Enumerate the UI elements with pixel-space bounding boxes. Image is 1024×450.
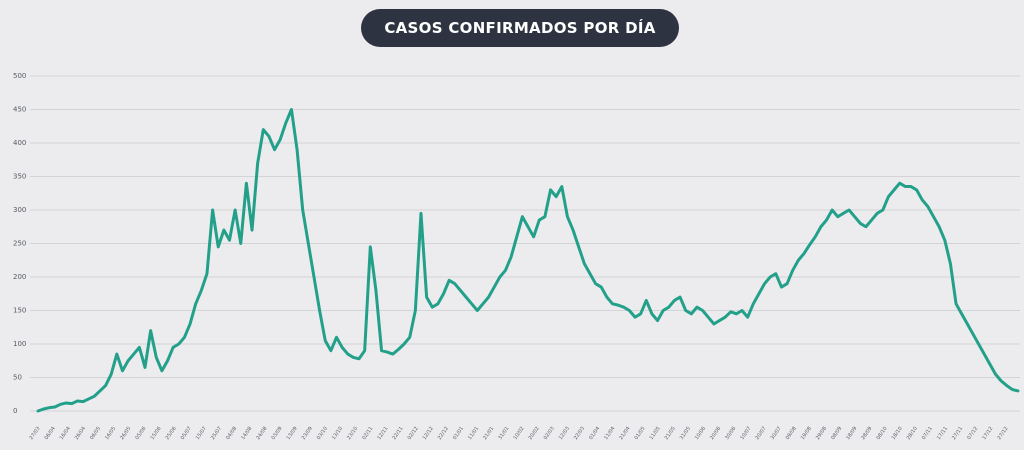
x-tick-label: 16/05 — [104, 426, 117, 441]
x-tick-label: 17/12 — [981, 426, 994, 441]
x-tick-label: 01/05 — [633, 426, 646, 441]
x-tick-label: 02/11 — [361, 426, 374, 441]
x-tick-label: 19/08 — [800, 426, 813, 441]
y-tick-label: 100 — [13, 340, 26, 348]
y-tick-label: 350 — [13, 173, 26, 181]
x-tick-label: 25/06 — [165, 426, 178, 441]
x-tick-label: 21/01 — [482, 426, 495, 441]
x-tick-label: 06/04 — [44, 426, 57, 441]
x-tick-label: 12/12 — [422, 426, 435, 441]
y-tick-label: 250 — [13, 240, 26, 248]
x-tick-label: 01/01 — [452, 426, 465, 441]
x-tick-label: 02/03 — [543, 426, 556, 441]
x-tick-label: 21/05 — [664, 426, 677, 441]
x-tick-label: 06/05 — [89, 426, 102, 441]
x-tick-label: 12/03 — [558, 426, 571, 441]
x-tick-label: 14/08 — [240, 426, 253, 441]
y-tick-label: 450 — [13, 106, 26, 114]
x-tick-label: 26/05 — [119, 426, 132, 441]
x-tick-label: 08/10 — [875, 426, 888, 441]
y-axis-ticks: 0 50 100 150 200 250 300 350 400 450 500 — [13, 72, 26, 415]
x-tick-label: 27/12 — [996, 426, 1009, 441]
x-tick-label: 07/12 — [966, 426, 979, 441]
x-tick-label: 03/10 — [316, 426, 329, 441]
grid-lines — [30, 75, 1020, 412]
x-tick-label: 31/05 — [679, 426, 692, 441]
x-tick-label: 24/08 — [255, 426, 268, 441]
x-tick-label: 05/06 — [134, 426, 147, 441]
x-tick-label: 15/07 — [195, 426, 208, 441]
x-axis-ticks: 27/03 06/04 16/04 26/04 06/05 16/05 26/05 05/06… — [28, 426, 1009, 441]
y-tick-label: 300 — [13, 206, 26, 214]
series-line-group — [36, 108, 1020, 413]
x-tick-label: 07/11 — [921, 426, 934, 441]
x-tick-label: 21/04 — [618, 426, 631, 441]
x-tick-label: 26/04 — [74, 426, 87, 441]
x-tick-label: 13/10 — [331, 426, 344, 441]
x-tick-label: 20/02 — [528, 426, 541, 441]
x-tick-label: 10/06 — [694, 426, 707, 441]
x-tick-label: 30/06 — [724, 426, 737, 441]
x-tick-label: 18/10 — [891, 426, 904, 441]
x-tick-label: 09/08 — [785, 426, 798, 441]
x-tick-label: 25/07 — [210, 426, 223, 441]
x-tick-label: 30/07 — [770, 426, 783, 441]
y-tick-label: 500 — [13, 72, 26, 80]
x-tick-label: 20/06 — [709, 426, 722, 441]
x-tick-label: 27/11 — [951, 426, 964, 441]
x-tick-label: 17/11 — [936, 426, 949, 441]
x-tick-label: 02/12 — [407, 426, 420, 441]
x-tick-label: 16/04 — [59, 426, 72, 441]
chart-title: CASOS CONFIRMADOS POR DÍA — [384, 19, 656, 37]
x-tick-label: 11/01 — [467, 426, 480, 441]
x-tick-label: 28/10 — [906, 426, 919, 441]
x-tick-label: 08/09 — [830, 426, 843, 441]
y-tick-label: 150 — [13, 307, 26, 315]
chart-title-pill: CASOS CONFIRMADOS POR DÍA — [361, 9, 679, 47]
x-tick-label: 05/07 — [180, 426, 193, 441]
x-tick-label: 22/03 — [573, 426, 586, 441]
x-tick-label: 12/11 — [376, 426, 389, 441]
x-tick-label: 10/07 — [739, 426, 752, 441]
x-tick-label: 01/04 — [588, 426, 601, 441]
x-tick-label: 13/09 — [286, 426, 299, 441]
y-tick-label: 50 — [13, 374, 22, 382]
y-tick-label: 200 — [13, 273, 26, 281]
x-tick-label: 04/08 — [225, 426, 238, 441]
x-tick-label: 18/09 — [845, 426, 858, 441]
series-line — [36, 108, 1020, 413]
x-tick-label: 22/12 — [437, 426, 450, 441]
x-tick-label: 11/04 — [603, 426, 616, 441]
x-tick-label: 23/09 — [301, 426, 314, 441]
x-tick-label: 20/07 — [754, 426, 767, 441]
x-tick-label: 03/09 — [270, 426, 283, 441]
x-tick-label: 29/08 — [815, 426, 828, 441]
x-tick-label: 31/01 — [497, 426, 510, 441]
x-tick-label: 22/11 — [391, 426, 404, 441]
x-tick-label: 27/03 — [28, 426, 41, 441]
x-tick-label: 23/10 — [346, 426, 359, 441]
y-tick-label: 400 — [13, 139, 26, 147]
x-tick-label: 11/05 — [649, 426, 662, 441]
x-tick-label: 15/06 — [149, 426, 162, 441]
x-tick-label: 10/02 — [512, 426, 525, 441]
y-tick-label: 0 — [13, 407, 17, 415]
x-tick-label: 28/09 — [860, 426, 873, 441]
